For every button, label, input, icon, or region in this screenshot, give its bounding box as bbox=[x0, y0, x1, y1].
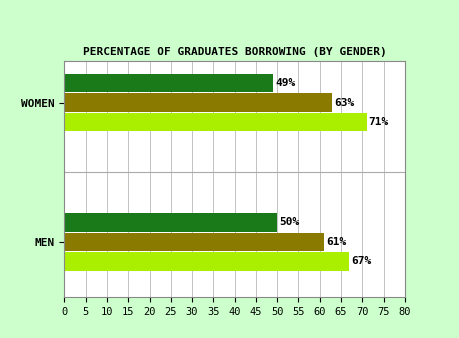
Text: 61%: 61% bbox=[325, 237, 346, 247]
Text: 49%: 49% bbox=[274, 78, 295, 88]
Bar bbox=[64, 93, 332, 112]
Text: 50%: 50% bbox=[279, 217, 299, 227]
Title: PERCENTAGE OF GRADUATES BORROWING (BY GENDER): PERCENTAGE OF GRADUATES BORROWING (BY GE… bbox=[83, 47, 386, 57]
Bar bbox=[64, 252, 349, 270]
Bar bbox=[64, 233, 323, 251]
Text: 67%: 67% bbox=[351, 256, 371, 266]
Text: 71%: 71% bbox=[368, 117, 388, 127]
Bar bbox=[64, 113, 366, 131]
Text: 63%: 63% bbox=[334, 98, 354, 107]
Bar bbox=[64, 74, 272, 92]
Bar bbox=[64, 213, 276, 232]
